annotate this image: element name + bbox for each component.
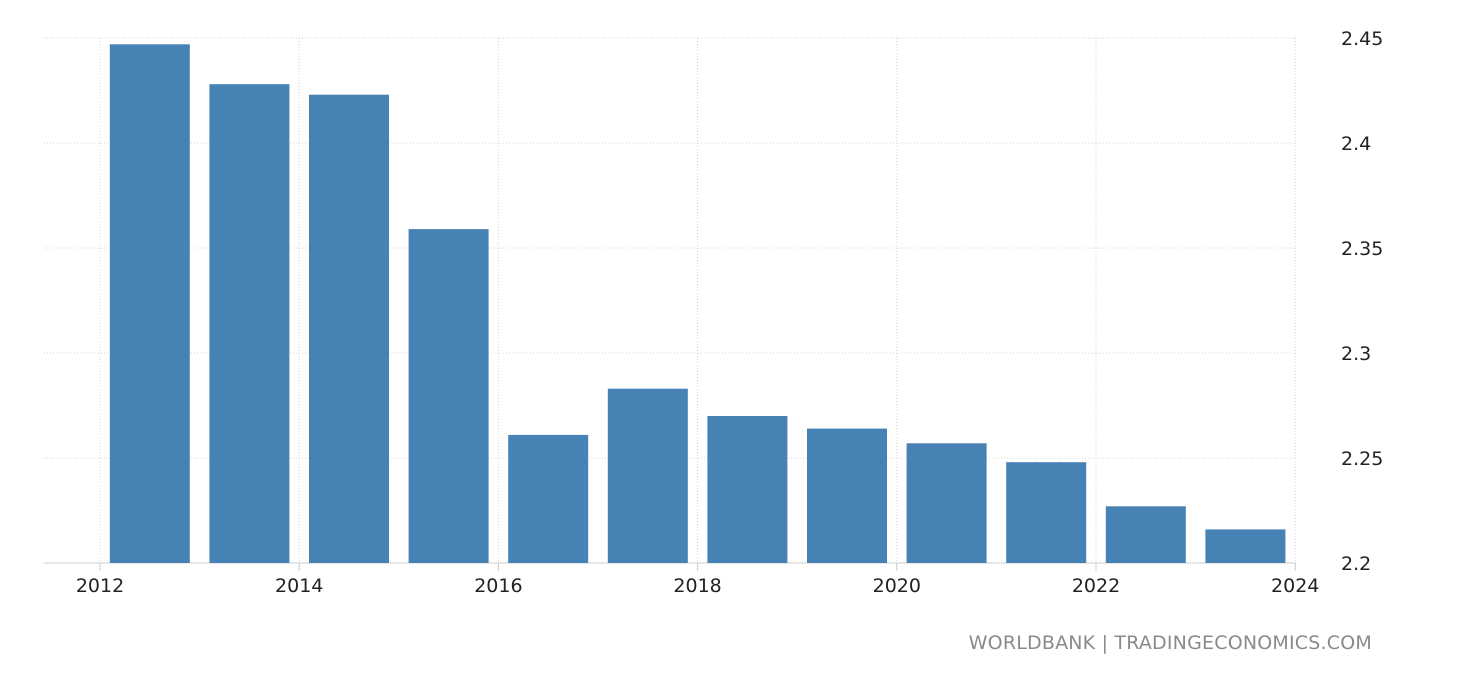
bar <box>1205 529 1286 563</box>
bar <box>906 443 987 563</box>
x-tick-label: 2022 <box>1072 575 1120 597</box>
y-tick-label: 2.2 <box>1341 553 1371 575</box>
source-credit: WORLDBANK | TRADINGECONOMICS.COM <box>968 632 1372 654</box>
bar <box>1105 506 1186 563</box>
x-axis-ticks: 2012 2014 2016 2018 2020 2022 2024 <box>76 575 1320 597</box>
x-tick-label: 2016 <box>474 575 522 597</box>
bar-series <box>109 44 1286 564</box>
x-tick-label: 2020 <box>873 575 921 597</box>
y-tick-label: 2.35 <box>1341 238 1383 260</box>
y-axis-ticks: 2.2 2.25 2.3 2.35 2.4 2.45 <box>1341 28 1383 575</box>
x-tick-label: 2014 <box>275 575 323 597</box>
y-tick-label: 2.25 <box>1341 448 1383 470</box>
x-tick-label: 2018 <box>673 575 721 597</box>
x-tick-label: 2012 <box>76 575 124 597</box>
bar <box>707 416 788 563</box>
bar <box>807 428 887 563</box>
bar <box>209 84 290 563</box>
bar <box>1006 462 1087 563</box>
y-tick-label: 2.3 <box>1341 343 1371 365</box>
bar <box>607 388 688 563</box>
bar <box>508 434 589 563</box>
y-tick-label: 2.45 <box>1341 28 1383 50</box>
bar <box>309 94 389 563</box>
bar <box>408 229 489 563</box>
y-tick-label: 2.4 <box>1341 133 1371 155</box>
x-tick-label: 2024 <box>1271 575 1319 597</box>
bar <box>109 44 190 564</box>
